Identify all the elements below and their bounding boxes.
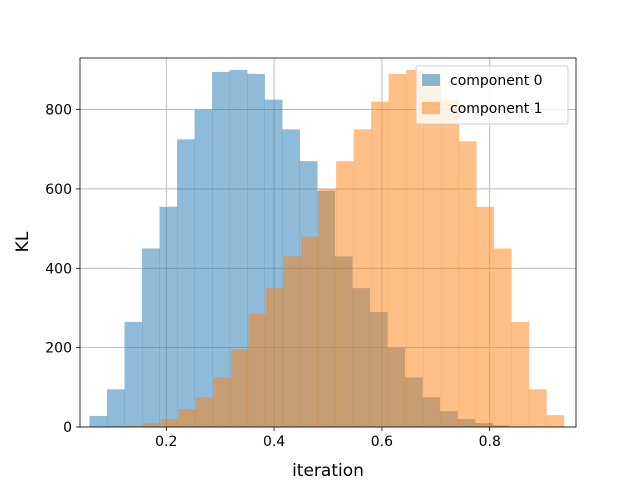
histogram-bar-series-1 xyxy=(388,73,407,427)
histogram-bar-series-1 xyxy=(160,419,179,427)
histogram-bar-series-1 xyxy=(336,161,354,427)
axis-ticks: 0.2 0.4 0.6 0.8 0 200 400 600 800 xyxy=(45,103,501,450)
legend-label: component 1 xyxy=(450,101,543,117)
histogram-bar-series-0 xyxy=(89,415,108,427)
histogram-bar-series-0 xyxy=(142,248,160,427)
histogram-bar-series-0 xyxy=(194,109,213,428)
histogram-bar-series-1 xyxy=(458,141,477,428)
histogram-bar-series-0 xyxy=(212,71,230,428)
histogram-bar-series-1 xyxy=(353,129,372,427)
histogram-bar-series-1 xyxy=(125,425,144,427)
histogram-bar-series-1 xyxy=(423,73,442,427)
histogram-bars xyxy=(89,69,565,428)
y-tick-label: 0 xyxy=(63,420,72,436)
histogram-bar-series-1 xyxy=(266,288,284,427)
histogram-bar-series-1 xyxy=(493,248,512,427)
histogram-bar-series-1 xyxy=(511,321,530,427)
histogram-bar-series-1 xyxy=(406,69,424,427)
legend-box xyxy=(415,65,569,125)
x-tick-label: 0.8 xyxy=(479,434,501,450)
legend-swatch xyxy=(422,102,440,114)
histogram-bar-series-1 xyxy=(248,313,267,427)
histogram-bar-series-1 xyxy=(441,99,460,428)
x-tick-label: 0.4 xyxy=(263,434,285,450)
histogram-bar-series-1 xyxy=(283,256,302,427)
histogram-bar-series-1 xyxy=(528,389,547,427)
x-axis-label: iteration xyxy=(292,461,364,480)
histogram-bar-series-1 xyxy=(195,397,214,427)
y-tick-label: 200 xyxy=(45,341,72,357)
histogram-bar-series-1 xyxy=(213,377,232,427)
x-tick-label: 0.6 xyxy=(371,434,393,450)
y-tick-label: 800 xyxy=(45,103,72,119)
histogram-bar-series-1 xyxy=(371,101,389,427)
histogram-bar-series-1 xyxy=(230,349,249,427)
plot-frame xyxy=(79,57,577,428)
histogram-bar-series-1 xyxy=(476,206,495,427)
legend-label: component 0 xyxy=(450,73,543,89)
y-tick-label: 600 xyxy=(45,182,72,198)
x-tick-label: 0.2 xyxy=(155,434,177,450)
histogram-bar-series-1 xyxy=(301,236,319,427)
histogram-bar-series-1 xyxy=(318,188,337,427)
legend: component 0 component 1 xyxy=(415,65,569,125)
legend-swatch xyxy=(422,74,440,86)
histogram-bar-series-0 xyxy=(159,206,178,427)
histogram-bar-series-1 xyxy=(546,415,565,427)
histogram-bar-series-0 xyxy=(177,139,195,427)
histogram-bar-series-1 xyxy=(178,409,197,427)
y-tick-label: 400 xyxy=(45,261,72,277)
histogram-bar-series-1 xyxy=(143,423,162,427)
histogram-bar-series-0 xyxy=(124,321,143,427)
histogram-bar-series-0 xyxy=(106,389,125,427)
histogram-bar-series-0 xyxy=(229,69,248,427)
y-axis-label: KL xyxy=(13,231,33,252)
